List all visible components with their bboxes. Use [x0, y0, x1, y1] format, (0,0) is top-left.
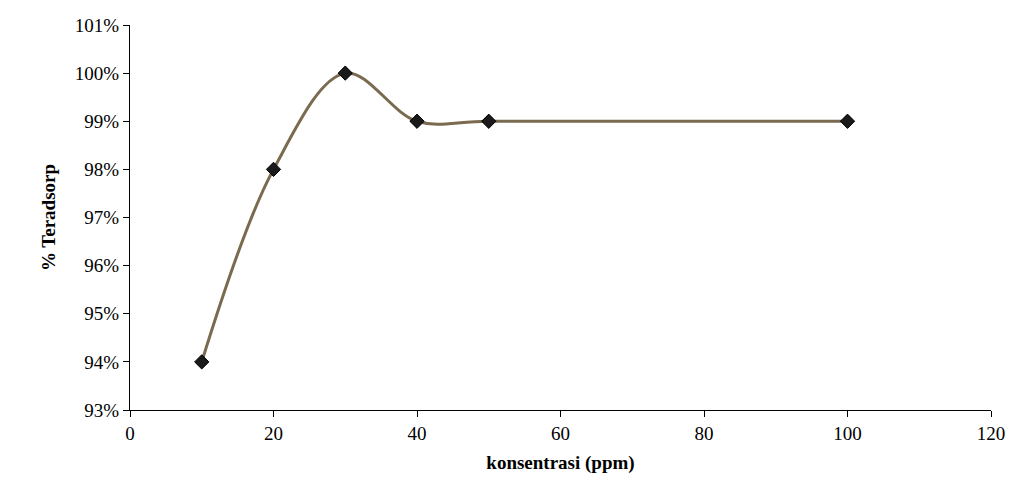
svg-text:94%: 94% [84, 352, 119, 373]
svg-text:96%: 96% [84, 255, 119, 276]
svg-text:0: 0 [125, 423, 135, 444]
svg-text:101%: 101% [75, 15, 120, 36]
svg-text:20: 20 [264, 423, 283, 444]
svg-text:93%: 93% [84, 400, 119, 421]
svg-text:100%: 100% [75, 63, 120, 84]
svg-text:60: 60 [551, 423, 570, 444]
svg-text:98%: 98% [84, 159, 119, 180]
svg-text:120: 120 [977, 423, 1006, 444]
svg-text:100: 100 [833, 423, 862, 444]
svg-text:konsentrasi (ppm): konsentrasi (ppm) [486, 452, 634, 474]
svg-text:40: 40 [408, 423, 427, 444]
svg-text:% Teradsorp: % Teradsorp [38, 164, 59, 271]
svg-text:97%: 97% [84, 207, 119, 228]
svg-text:95%: 95% [84, 303, 119, 324]
svg-text:80: 80 [695, 423, 714, 444]
svg-text:99%: 99% [84, 111, 119, 132]
